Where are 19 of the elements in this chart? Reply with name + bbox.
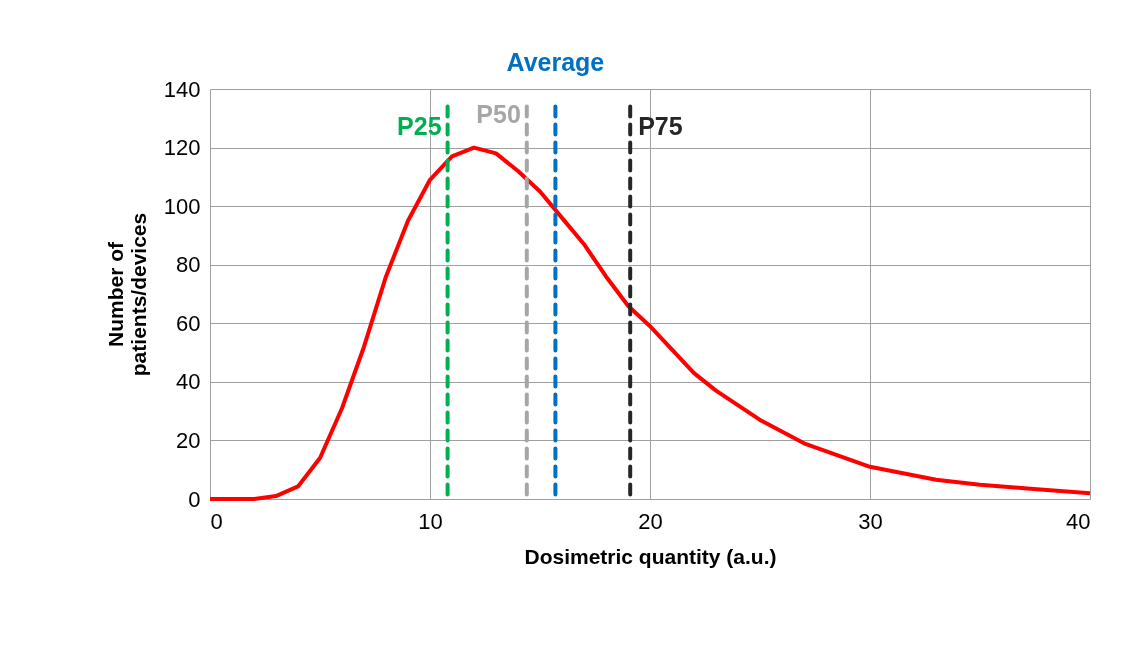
x-tick-label: 10 xyxy=(418,508,443,534)
y-tick-label: 140 xyxy=(163,76,201,102)
ref-line-label: P75 xyxy=(638,112,683,141)
x-axis-title: Dosimetric quantity (a.u.) xyxy=(524,544,777,568)
y-tick-label: 120 xyxy=(163,135,201,161)
y-tick-label: 100 xyxy=(163,193,201,219)
ref-line-label: P50 xyxy=(476,100,521,129)
y-tick-label: 60 xyxy=(176,310,201,336)
y-axis-title: Number of patients/devices xyxy=(103,212,150,377)
y-tick-label: 80 xyxy=(176,252,201,278)
y-tick-label: 20 xyxy=(176,427,201,453)
ref-line-label: P25 xyxy=(397,112,442,141)
y-tick-label: 40 xyxy=(176,369,201,395)
x-tick-label: 30 xyxy=(858,508,883,534)
ref-line-label: Average xyxy=(506,47,605,76)
x-tick-label: 0 xyxy=(210,508,223,534)
x-tick-label: 40 xyxy=(1066,508,1091,534)
y-tick-label: 0 xyxy=(188,486,201,512)
x-tick-label: 20 xyxy=(638,508,663,534)
